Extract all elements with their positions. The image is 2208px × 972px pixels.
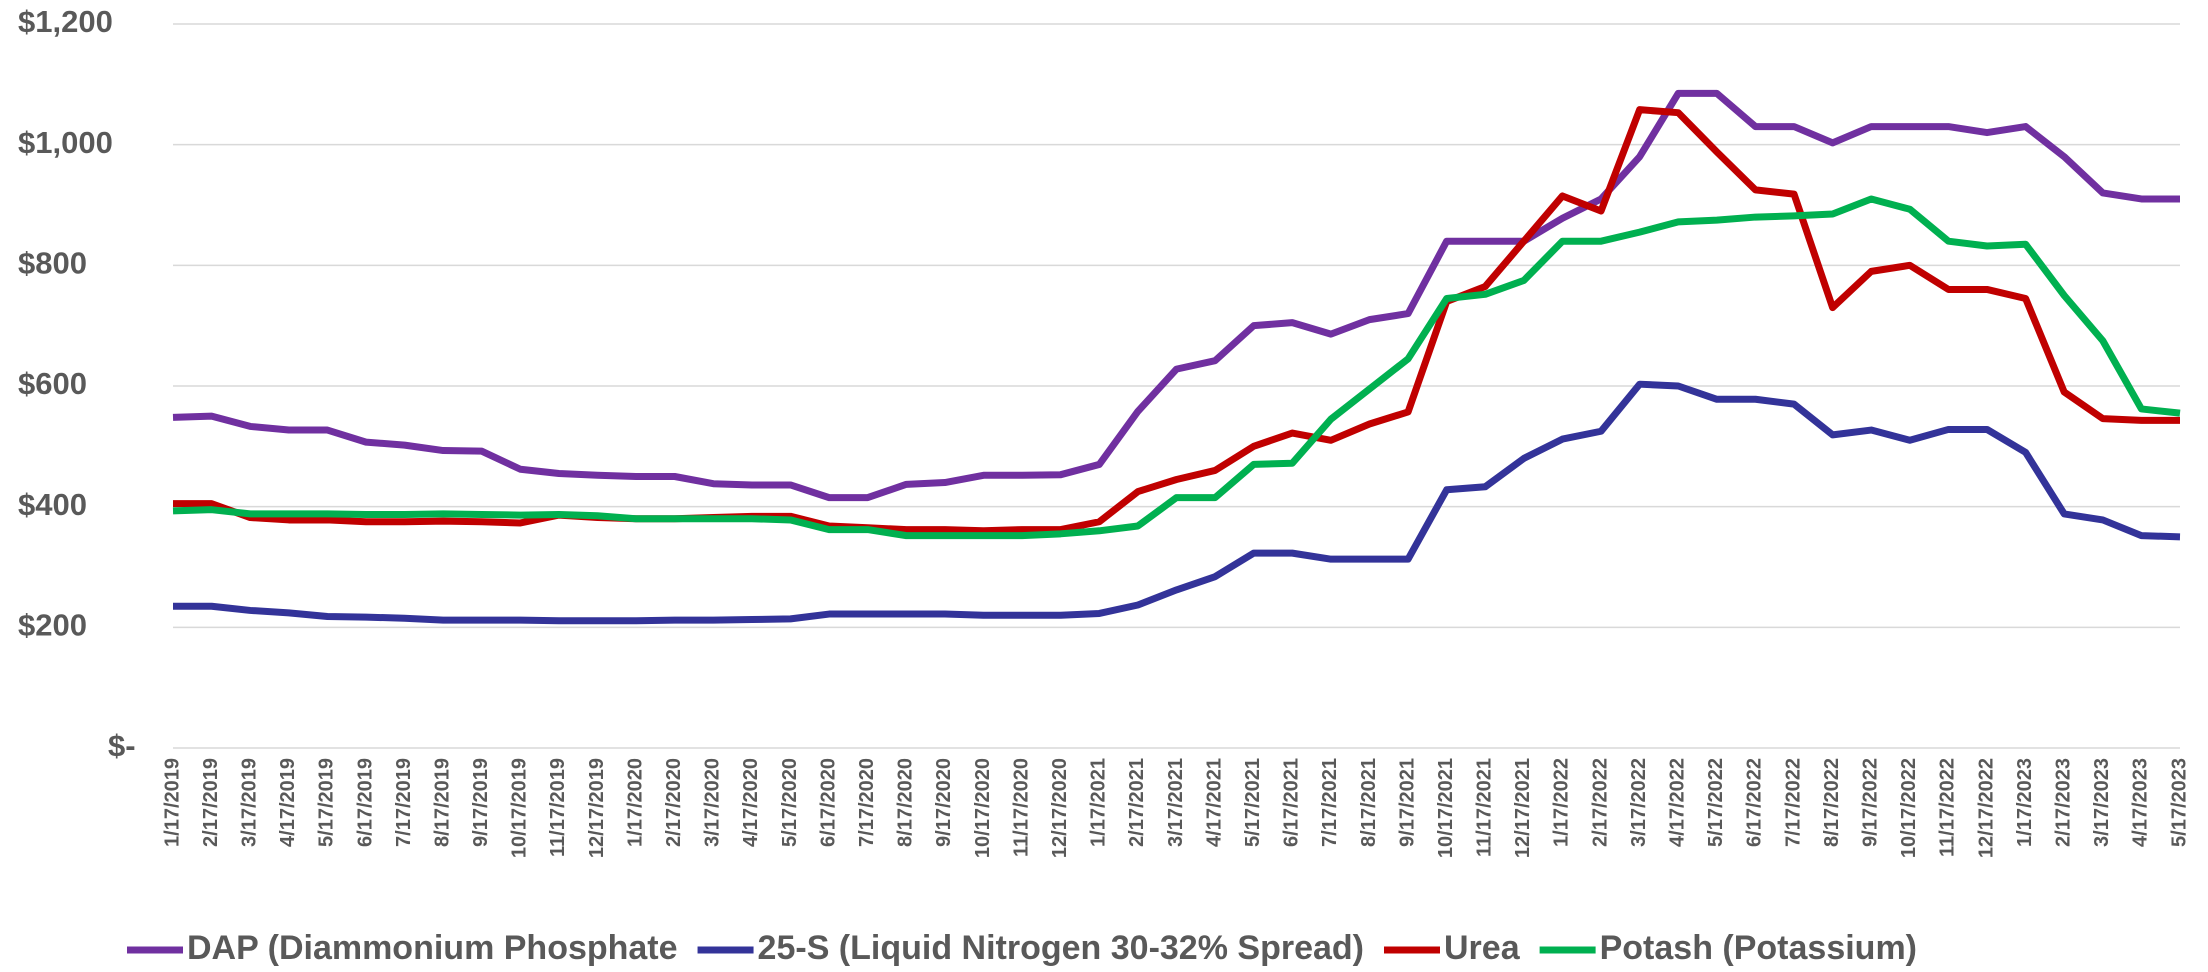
x-tick-label: 1/17/2021 — [1088, 758, 1110, 847]
x-tick-label: 8/17/2020 — [895, 758, 917, 847]
x-tick-label: 4/17/2022 — [1667, 758, 1689, 847]
x-tick-label: 1/17/2020 — [624, 758, 646, 847]
x-tick-label: 10/17/2021 — [1435, 758, 1457, 858]
x-tick-label: 2/17/2020 — [663, 758, 685, 847]
x-tick-label: 6/17/2020 — [817, 758, 839, 847]
x-tick-label: 10/17/2019 — [509, 758, 531, 858]
x-tick-label: 7/17/2021 — [1319, 758, 1341, 847]
x-tick-label: 10/17/2022 — [1898, 758, 1920, 858]
x-tick-label: 2/17/2023 — [2052, 758, 2074, 847]
x-tick-label: 9/17/2022 — [1860, 758, 1882, 847]
x-tick-label: 6/17/2022 — [1744, 758, 1766, 847]
x-tick-label: 3/17/2023 — [2091, 758, 2113, 847]
x-tick-label: 5/17/2019 — [316, 758, 338, 847]
x-tick-label: 9/17/2019 — [470, 758, 492, 847]
x-tick-label: 3/17/2021 — [1165, 758, 1187, 847]
x-tick-label: 2/17/2021 — [1126, 758, 1148, 847]
x-tick-label: 7/17/2019 — [393, 758, 415, 847]
x-tick-label: 5/17/2022 — [1705, 758, 1727, 847]
x-tick-label: 8/17/2021 — [1358, 758, 1380, 847]
x-tick-label: 3/17/2022 — [1628, 758, 1650, 847]
x-tick-label: 11/17/2019 — [547, 758, 569, 857]
x-tick-label: 2/17/2022 — [1589, 758, 1611, 847]
y-tick-label: $1,000 — [18, 125, 113, 160]
y-tick-label: $200 — [18, 608, 87, 643]
y-tick-label: $800 — [18, 246, 87, 281]
series-line — [172, 89, 2180, 502]
x-tick-label: 3/17/2020 — [702, 758, 724, 847]
x-tick-label: 8/17/2019 — [431, 758, 453, 847]
legend-label: Urea — [1444, 929, 1521, 967]
x-tick-label: 11/17/2022 — [1937, 758, 1959, 857]
x-tick-label: 9/17/2021 — [1396, 758, 1418, 847]
x-tick-label: 12/17/2019 — [586, 758, 608, 858]
x-tick-label: 1/17/2019 — [161, 758, 183, 847]
x-tick-label: 4/17/2020 — [740, 758, 762, 847]
y-tick-label: $400 — [18, 487, 87, 522]
x-tick-label: 9/17/2020 — [933, 758, 955, 847]
x-tick-label: 10/17/2020 — [972, 758, 994, 858]
x-tick-label: 4/17/2023 — [2130, 758, 2152, 847]
x-tick-label: 1/17/2023 — [2014, 758, 2036, 847]
series-line — [173, 106, 2180, 535]
x-tick-label: 8/17/2022 — [1821, 758, 1843, 847]
x-tick-label: 4/17/2021 — [1203, 758, 1225, 847]
x-tick-label: 11/17/2021 — [1474, 758, 1496, 857]
x-tick-label: 6/17/2021 — [1281, 758, 1303, 847]
x-tick-label: 12/17/2020 — [1049, 758, 1071, 858]
x-tick-label: 12/17/2021 — [1512, 758, 1534, 858]
x-tick-label: 6/17/2019 — [354, 758, 376, 847]
series-line — [173, 380, 2181, 625]
legend-label: DAP (Diammonium Phosphate — [187, 929, 678, 967]
y-tick-label: $600 — [18, 366, 87, 401]
series-line — [172, 195, 2181, 540]
y-tick-label: $1,200 — [18, 4, 113, 39]
x-tick-label: 3/17/2019 — [238, 758, 260, 847]
x-tick-label: 2/17/2019 — [200, 758, 222, 847]
x-tick-label: 5/17/2021 — [1242, 758, 1264, 847]
x-tick-label: 7/17/2022 — [1782, 758, 1804, 847]
legend-label: 25-S (Liquid Nitrogen 30-32% Spread) — [758, 929, 1364, 967]
x-tick-label: 4/17/2019 — [277, 758, 299, 847]
x-tick-label: 11/17/2020 — [1010, 758, 1032, 857]
x-tick-label: 5/17/2023 — [2168, 758, 2190, 847]
x-tick-label: 5/17/2020 — [779, 758, 801, 847]
x-tick-label: 12/17/2022 — [1975, 758, 1997, 858]
x-tick-label: 7/17/2020 — [856, 758, 878, 847]
y-tick-label: $- — [108, 728, 136, 763]
x-tick-label: 1/17/2022 — [1551, 758, 1573, 847]
legend-label: Potash (Potassium) — [1600, 929, 1917, 967]
